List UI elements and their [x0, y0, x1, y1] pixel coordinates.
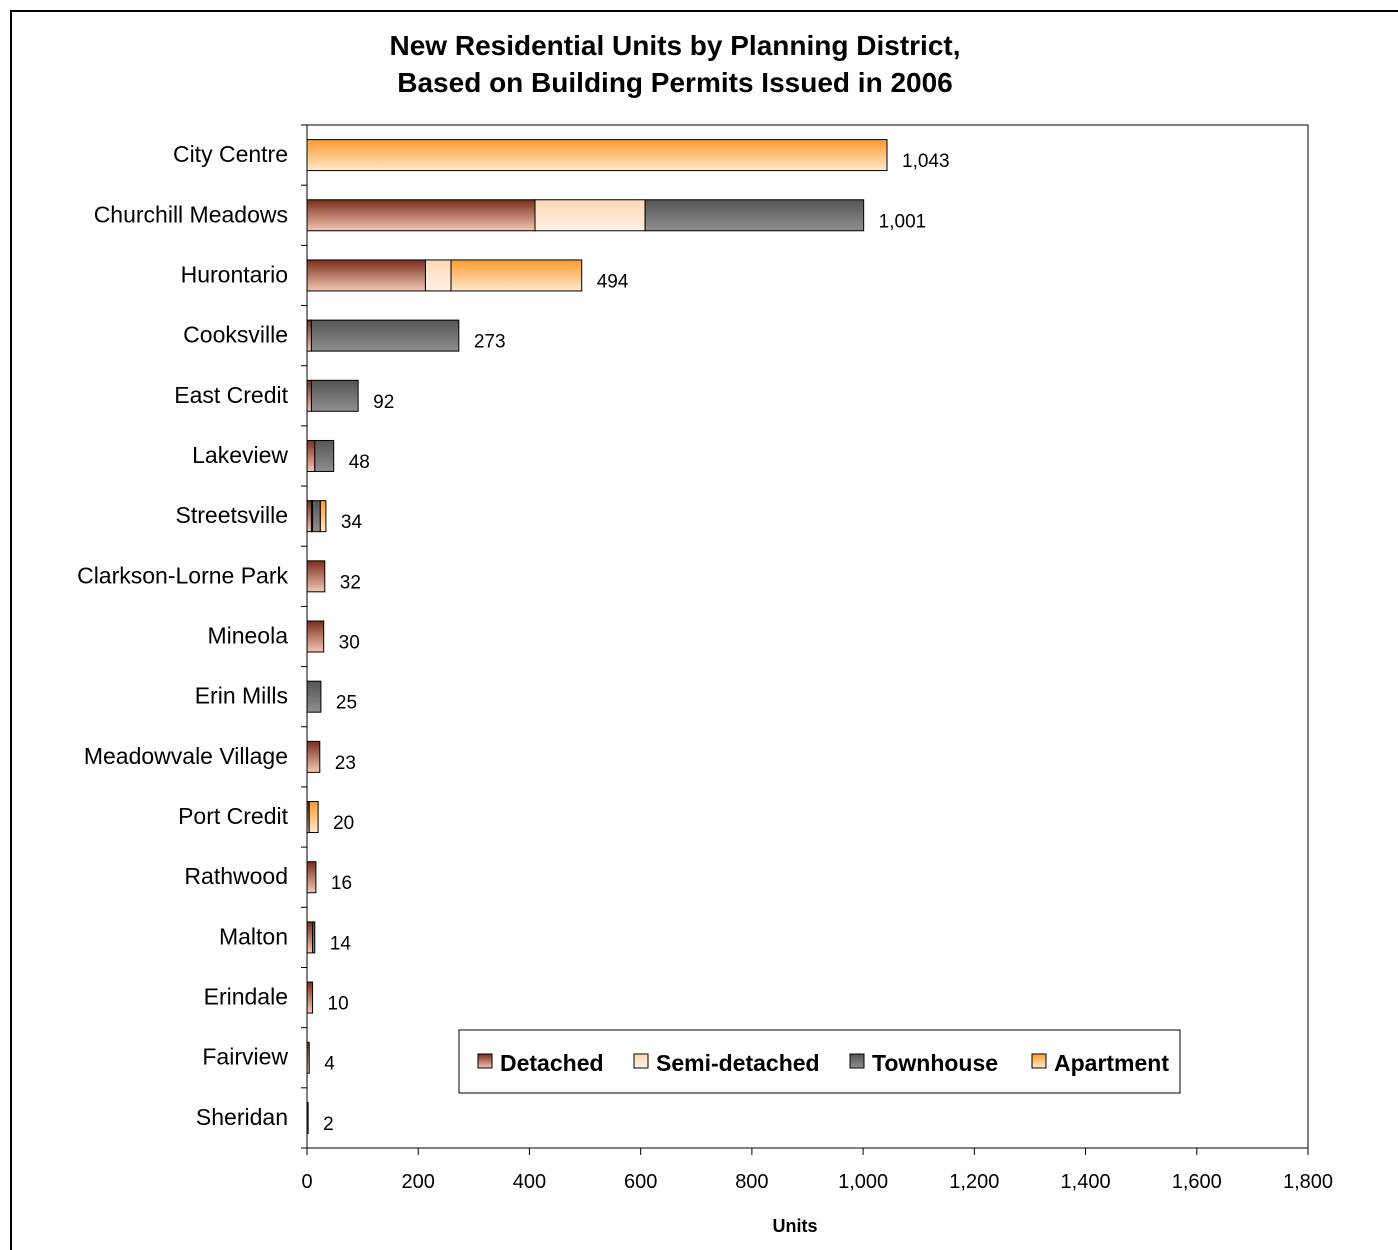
bar-east-credit-townhouse: [310, 379, 359, 412]
chart-title-line-1: New Residential Units by Planning Distri…: [390, 30, 961, 61]
value-label-malton: 14: [330, 933, 352, 954]
legend-box: [458, 1029, 1181, 1094]
category-label-lakeview: Lakeview: [192, 442, 288, 468]
category-label-erindale: Erindale: [204, 984, 288, 1010]
chart-title-line-2: Based on Building Permits Issued in 2006: [397, 67, 953, 98]
category-label-sheridan: Sheridan: [196, 1104, 288, 1130]
legend-label-semi-detached: Semi-detached: [656, 1050, 820, 1076]
x-axis-title: Units: [773, 1216, 818, 1236]
bar-hurontario-apartment: [450, 259, 583, 292]
x-tick-label-1-600: 1,600: [1172, 1171, 1222, 1193]
legend-swatch-apartment: [1031, 1053, 1047, 1069]
value-label-churchill-meadows: 1,001: [879, 211, 927, 232]
bar-malton-detached: [306, 921, 314, 954]
bar-cooksville-townhouse: [310, 319, 460, 352]
category-label-clarkson-lorne-park: Clarkson-Lorne Park: [77, 562, 288, 588]
category-label-city-centre: City Centre: [173, 141, 288, 167]
bar-lakeview-townhouse: [314, 439, 335, 472]
bar-churchill-meadows-semi-detached: [534, 199, 646, 232]
category-label-cooksville: Cooksville: [183, 322, 288, 348]
bar-lakeview-detached: [306, 439, 316, 472]
x-tick-label-1-000: 1,000: [838, 1171, 888, 1193]
bar-cooksville-detached: [306, 319, 312, 352]
bar-rathwood-detached: [306, 861, 317, 894]
legend-swatch-detached: [477, 1053, 493, 1069]
category-label-streetsville: Streetsville: [176, 502, 288, 528]
category-label-port-credit: Port Credit: [178, 803, 289, 829]
category-label-churchill-meadows: Churchill Meadows: [94, 201, 288, 227]
value-label-rathwood: 16: [331, 873, 352, 894]
x-tick-label-1-200: 1,200: [949, 1171, 999, 1193]
bar-streetsville-townhouse: [312, 500, 321, 533]
bar-streetsville-detached: [306, 500, 312, 533]
value-label-mineola: 30: [339, 633, 360, 654]
value-label-streetsville: 34: [341, 512, 363, 533]
bar-meadowvale-village-detached: [306, 740, 321, 773]
category-label-east-credit: East Credit: [174, 382, 288, 408]
value-label-clarkson-lorne-park: 32: [340, 572, 361, 593]
category-label-fairview: Fairview: [202, 1044, 288, 1070]
category-label-malton: Malton: [219, 923, 288, 949]
value-label-erin-mills: 25: [336, 693, 357, 714]
bar-east-credit-detached: [306, 379, 312, 412]
value-label-east-credit: 92: [373, 392, 394, 413]
category-label-erin-mills: Erin Mills: [195, 683, 288, 709]
bar-malton-townhouse: [312, 921, 316, 954]
bar-port-credit-apartment: [308, 801, 319, 834]
legend-label-detached: Detached: [500, 1050, 604, 1076]
chart-frame: [10, 10, 1398, 1250]
bar-clarkson-lorne-park-detached: [306, 560, 326, 593]
legend-label-townhouse: Townhouse: [872, 1050, 998, 1076]
bar-fairview-detached: [306, 1041, 310, 1074]
bar-erindale-detached: [306, 981, 314, 1014]
x-tick-label-1-400: 1,400: [1061, 1171, 1111, 1193]
legend-swatch-townhouse: [849, 1053, 865, 1069]
category-label-rathwood: Rathwood: [184, 863, 288, 889]
category-label-mineola: Mineola: [207, 623, 288, 649]
bar-churchill-meadows-townhouse: [644, 199, 865, 232]
legend-swatch-semi-detached: [633, 1053, 649, 1069]
bar-streetsville-apartment: [319, 500, 327, 533]
value-label-lakeview: 48: [349, 452, 370, 473]
value-label-port-credit: 20: [333, 813, 354, 834]
x-tick-label-0: 0: [301, 1171, 312, 1193]
value-label-hurontario: 494: [597, 271, 629, 292]
value-label-fairview: 4: [324, 1054, 335, 1075]
plot-area: [306, 124, 1309, 1149]
x-tick-label-200: 200: [402, 1171, 435, 1193]
value-label-city-centre: 1,043: [902, 151, 950, 172]
bar-mineola-detached: [306, 620, 325, 653]
value-label-sheridan: 2: [323, 1114, 334, 1135]
category-label-hurontario: Hurontario: [181, 261, 288, 287]
x-tick-label-800: 800: [735, 1171, 768, 1193]
bar-erin-mills-townhouse: [306, 680, 322, 713]
bar-sheridan-detached: [306, 1101, 309, 1134]
value-label-cooksville: 273: [474, 332, 506, 353]
value-label-meadowvale-village: 23: [335, 753, 356, 774]
bar-hurontario-detached: [306, 259, 426, 292]
x-tick-label-600: 600: [624, 1171, 657, 1193]
bar-churchill-meadows-detached: [306, 199, 536, 232]
x-tick-label-400: 400: [513, 1171, 546, 1193]
legend-label-apartment: Apartment: [1054, 1050, 1169, 1076]
bar-city-centre-apartment: [306, 139, 888, 172]
x-tick-label-1-800: 1,800: [1283, 1171, 1333, 1193]
category-label-meadowvale-village: Meadowvale Village: [84, 743, 288, 769]
value-label-erindale: 10: [328, 994, 349, 1015]
bar-hurontario-semi-detached: [424, 259, 452, 292]
legend: Detached Semi-detached Townhouse Apartment: [458, 1029, 1181, 1094]
